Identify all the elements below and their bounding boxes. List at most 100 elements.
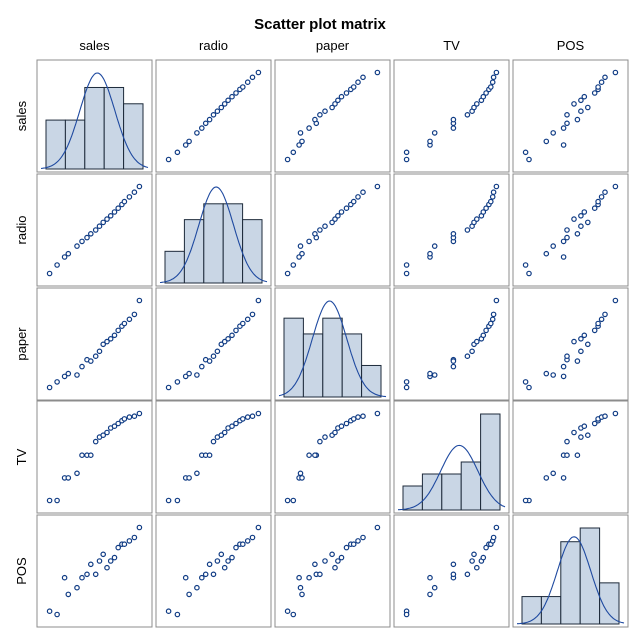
data-point — [165, 608, 172, 615]
data-point — [296, 574, 302, 581]
data-point — [297, 243, 304, 249]
data-point — [136, 410, 143, 417]
cell-POS-vs-sales — [36, 514, 153, 628]
data-point — [571, 429, 577, 436]
data-point — [312, 452, 318, 459]
data-point — [473, 564, 480, 571]
data-point — [61, 574, 68, 581]
histogram-bar — [402, 485, 423, 511]
data-point — [550, 372, 557, 378]
data-point — [100, 341, 107, 348]
cell-TV-vs-paper — [274, 400, 391, 514]
data-point — [88, 452, 94, 459]
data-point — [182, 574, 189, 581]
data-point — [131, 311, 138, 318]
data-point — [471, 551, 477, 558]
data-point — [595, 320, 601, 327]
data-point — [186, 591, 192, 598]
data-point — [290, 262, 297, 268]
data-point — [284, 156, 291, 163]
data-point — [584, 219, 591, 226]
data-point — [450, 231, 457, 237]
data-point — [522, 379, 529, 385]
data-point — [581, 93, 588, 100]
data-point — [403, 262, 410, 268]
data-point — [296, 254, 302, 260]
chart-title: Scatter plot matrix — [254, 16, 386, 33]
data-point — [299, 250, 305, 257]
data-point — [65, 250, 72, 257]
data-point — [560, 254, 567, 260]
data-point — [355, 538, 361, 544]
data-point — [450, 561, 457, 568]
data-point — [584, 432, 591, 439]
data-point — [221, 564, 228, 571]
data-point — [480, 209, 487, 215]
data-point — [560, 238, 567, 245]
data-point — [343, 420, 350, 427]
cell-sales-vs-paper — [274, 59, 391, 173]
data-point — [46, 608, 53, 615]
data-point — [350, 541, 357, 548]
data-point — [490, 311, 497, 318]
histogram-bar — [480, 413, 501, 511]
cell-TV-vs-TV — [393, 400, 510, 514]
cell-POS-vs-POS — [512, 514, 629, 628]
data-point — [317, 227, 323, 233]
data-point — [296, 142, 302, 148]
data-point — [374, 410, 381, 417]
data-point — [403, 270, 410, 277]
data-point — [225, 335, 231, 342]
data-point — [343, 544, 350, 551]
data-point — [332, 564, 338, 571]
data-point — [115, 327, 122, 334]
data-point — [121, 320, 128, 327]
cell-paper-vs-sales — [36, 287, 153, 401]
cell-frame — [36, 400, 153, 514]
data-point — [54, 611, 60, 618]
data-point — [493, 297, 500, 304]
row-label-TV: TV — [14, 448, 29, 465]
column-label-paper: paper — [316, 38, 350, 53]
data-point — [126, 194, 133, 200]
data-point — [290, 497, 297, 504]
data-point — [96, 348, 103, 355]
data-point — [218, 104, 225, 111]
data-point — [229, 332, 235, 339]
data-point — [564, 120, 570, 127]
data-point — [598, 316, 605, 323]
data-point — [255, 524, 262, 531]
data-point — [126, 538, 133, 544]
data-point — [560, 373, 567, 380]
data-point — [574, 231, 581, 237]
histogram-bar — [460, 461, 482, 511]
data-point — [335, 213, 341, 219]
data-point — [332, 429, 338, 436]
data-point — [229, 554, 235, 561]
data-point — [322, 108, 328, 115]
cell-sales-vs-POS — [512, 59, 629, 173]
data-point — [284, 497, 291, 504]
normal-density-curve — [517, 536, 625, 625]
cell-sales-vs-radio — [155, 59, 272, 173]
data-point — [306, 452, 312, 459]
row-label-POS: POS — [14, 557, 29, 585]
data-point — [249, 311, 256, 318]
data-point — [218, 432, 225, 439]
data-point — [581, 332, 588, 339]
data-point — [493, 69, 500, 76]
data-point — [403, 384, 410, 391]
data-point — [107, 213, 114, 219]
data-point — [54, 379, 60, 385]
data-point — [493, 524, 500, 531]
cell-POS-vs-paper — [274, 514, 391, 628]
cell-paper-vs-paper — [274, 287, 391, 401]
data-point — [255, 69, 262, 76]
data-point — [225, 558, 231, 564]
data-point — [233, 544, 239, 551]
data-point — [79, 363, 85, 370]
histogram-bar — [183, 219, 205, 284]
cell-paper-vs-POS — [512, 287, 629, 401]
data-point — [574, 452, 581, 459]
